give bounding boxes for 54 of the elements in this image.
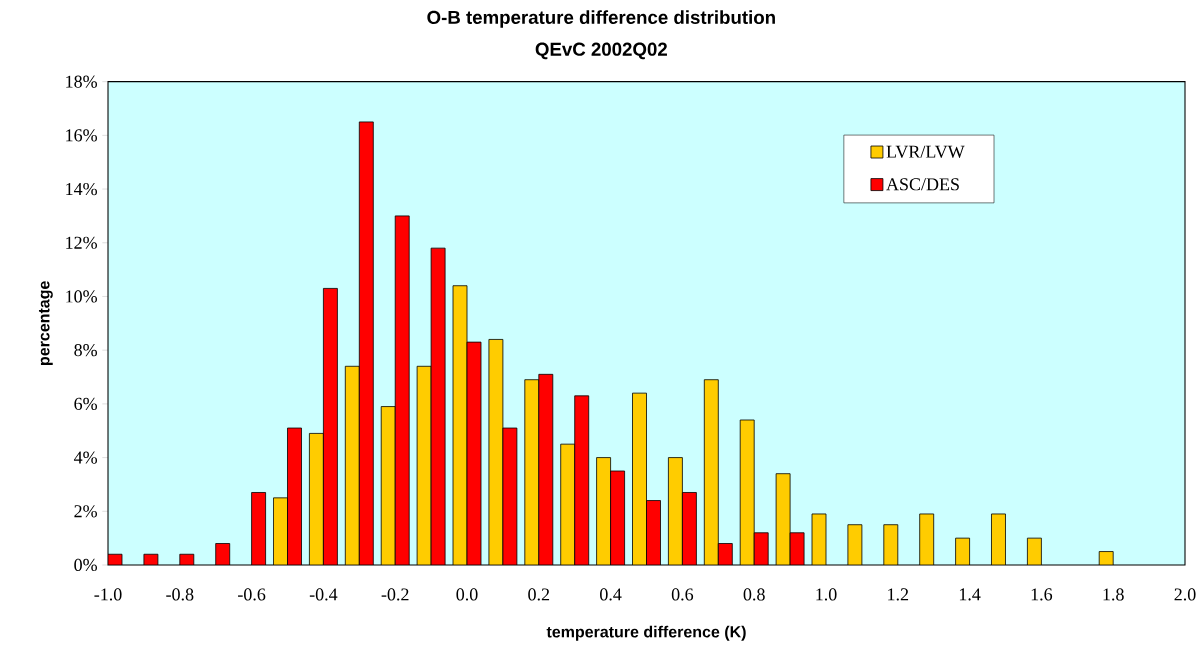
bar bbox=[560, 443, 576, 565]
x-tick-label: -1.0 bbox=[94, 588, 122, 601]
bar bbox=[524, 379, 540, 565]
x-tick-label: 0.0 bbox=[456, 588, 478, 601]
bar bbox=[380, 406, 396, 565]
y-tick-label: 8% bbox=[74, 344, 97, 357]
x-tick-label: 0.2 bbox=[528, 588, 550, 601]
x-tick-label: 1.6 bbox=[1031, 588, 1053, 601]
legend-label: ASC/DES bbox=[886, 178, 959, 191]
bar bbox=[358, 121, 374, 565]
y-axis-title: percentage bbox=[38, 281, 53, 365]
x-tick-label: -0.4 bbox=[309, 588, 338, 601]
x-tick-label: 2.0 bbox=[1174, 588, 1196, 601]
x-axis-title: temperature difference (K) bbox=[546, 625, 746, 641]
x-tick-label: 0.4 bbox=[600, 588, 622, 601]
bar bbox=[574, 395, 590, 565]
chart-subtitle: QEvC 2002Q02 bbox=[535, 42, 667, 60]
x-tick-label: 1.2 bbox=[888, 588, 909, 601]
bar bbox=[883, 524, 899, 565]
chart-title: O-B temperature difference distribution bbox=[427, 10, 775, 28]
x-tick-label: -0.6 bbox=[238, 588, 266, 601]
x-tick-label: 0.8 bbox=[743, 588, 765, 601]
bar bbox=[273, 497, 288, 565]
bar bbox=[309, 433, 324, 565]
legend-label: LVR/LVW bbox=[886, 145, 965, 158]
bar bbox=[287, 428, 302, 565]
x-tick-label: 1.0 bbox=[816, 588, 837, 601]
bar bbox=[739, 419, 755, 565]
bar bbox=[323, 288, 338, 565]
y-tick-label: 2% bbox=[74, 505, 97, 518]
x-tick-label: 1.4 bbox=[959, 588, 981, 601]
y-tick-label: 18% bbox=[66, 75, 97, 88]
bar bbox=[632, 392, 647, 565]
bar bbox=[251, 492, 267, 565]
y-tick-label: 4% bbox=[73, 451, 97, 464]
x-tick-label: -0.8 bbox=[166, 588, 194, 601]
x-tick-label: 1.8 bbox=[1103, 588, 1124, 601]
y-tick-label: 10% bbox=[66, 290, 97, 303]
bar bbox=[610, 470, 625, 565]
y-tick-label: 16% bbox=[66, 129, 97, 142]
bar bbox=[682, 492, 697, 565]
bar bbox=[344, 365, 360, 565]
bar bbox=[646, 500, 661, 565]
bar bbox=[394, 215, 410, 565]
y-tick-label: 12% bbox=[66, 236, 97, 249]
x-tick-label: 0.6 bbox=[671, 588, 694, 601]
bar bbox=[596, 457, 611, 565]
bar bbox=[538, 373, 554, 565]
bar bbox=[668, 457, 683, 565]
y-tick-label: 0% bbox=[74, 558, 97, 572]
bar bbox=[703, 379, 719, 565]
y-tick-label: 14% bbox=[66, 182, 97, 196]
x-tick-label: -0.2 bbox=[381, 588, 409, 601]
y-tick-label: 6% bbox=[74, 397, 97, 410]
